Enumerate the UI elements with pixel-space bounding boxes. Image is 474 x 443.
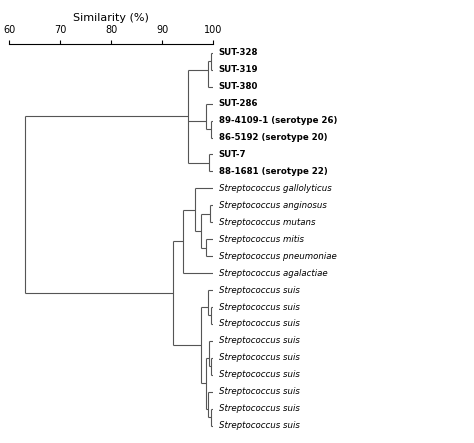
Text: JS14 (CP002465): JS14 (CP002465): [0, 442, 1, 443]
Text: R6 (AE007317): R6 (AE007317): [0, 442, 1, 443]
Text: UA159 (AE014133): UA159 (AE014133): [0, 442, 1, 443]
Text: P1/7 (AM946016): P1/7 (AM946016): [0, 442, 1, 443]
Text: Streptococcus agalactiae: Streptococcus agalactiae: [219, 268, 328, 278]
Text: 05ZYH33 (CP000407): 05ZYH33 (CP000407): [0, 442, 1, 443]
Text: 86-5192 (serotype 20): 86-5192 (serotype 20): [219, 133, 328, 142]
X-axis label: Similarity (%): Similarity (%): [73, 13, 149, 23]
Text: B6 (FN568063): B6 (FN568063): [0, 442, 1, 443]
Text: Streptococcus suis: Streptococcus suis: [219, 387, 300, 396]
Text: Streptococcus suis: Streptococcus suis: [219, 354, 300, 362]
Text: Streptococcus mitis: Streptococcus mitis: [219, 235, 304, 244]
Text: SUT-7: SUT-7: [219, 150, 246, 159]
Text: SUT-380: SUT-380: [219, 82, 258, 91]
Text: ST1 (CP002651): ST1 (CP002651): [0, 442, 1, 443]
Text: ATCC 43143 (AP012053): ATCC 43143 (AP012053): [0, 442, 1, 443]
Text: Streptococcus pneumoniae: Streptococcus pneumoniae: [219, 252, 337, 260]
Text: T15 (CP006246): T15 (CP006246): [0, 442, 1, 443]
Text: Streptococcus suis: Streptococcus suis: [219, 336, 300, 346]
Text: Streptococcus suis: Streptococcus suis: [219, 286, 300, 295]
Text: SUT-286: SUT-286: [219, 99, 258, 108]
Text: T: T: [0, 442, 1, 443]
Text: Streptococcus gallolyticus: Streptococcus gallolyticus: [219, 184, 332, 193]
Text: Streptococcus anginosus: Streptococcus anginosus: [219, 201, 327, 210]
Text: D12 (CP002644): D12 (CP002644): [0, 442, 1, 443]
Text: SUT-319: SUT-319: [219, 65, 258, 74]
Text: SS12 (CP002640): SS12 (CP002640): [0, 442, 1, 443]
Text: 2603V/R (AE009948): 2603V/R (AE009948): [0, 442, 1, 443]
Text: GZ1 (CP000837): GZ1 (CP000837): [0, 442, 1, 443]
Text: A7 (CP002570): A7 (CP002570): [0, 442, 1, 443]
Text: 88-1681 (serotype 22): 88-1681 (serotype 22): [219, 167, 328, 176]
Text: Streptococcus suis: Streptococcus suis: [219, 319, 300, 328]
Text: SUT-328: SUT-328: [219, 48, 258, 57]
Text: Streptococcus suis: Streptococcus suis: [219, 370, 300, 379]
Text: 89-4109-1 (serotype 26): 89-4109-1 (serotype 26): [219, 116, 337, 125]
Text: Streptococcus suis: Streptococcus suis: [219, 421, 300, 430]
Text: Streptococcus mutans: Streptococcus mutans: [219, 218, 315, 227]
Text: Streptococcus suis: Streptococcus suis: [219, 303, 300, 311]
Text: C1051 (CP003860): C1051 (CP003860): [0, 442, 1, 443]
Text: Streptococcus suis: Streptococcus suis: [219, 404, 300, 413]
